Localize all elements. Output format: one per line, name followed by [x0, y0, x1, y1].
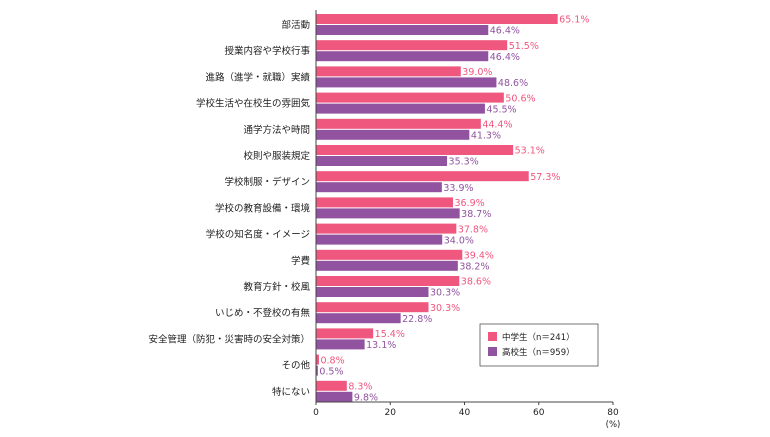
- x-tick-label: 40: [459, 408, 471, 418]
- category-label: 学校の知名度・イメージ: [206, 229, 310, 241]
- bar-junior-high: [316, 354, 319, 365]
- category-label: 学校制服・デザイン: [224, 176, 310, 188]
- bar-high-school: [316, 287, 429, 297]
- bar-high-school: [316, 182, 442, 193]
- data-label: 8.3%: [348, 382, 372, 393]
- bar-high-school: [316, 339, 365, 350]
- category-label: 特にない: [272, 386, 310, 398]
- data-label: 15.4%: [375, 329, 405, 340]
- legend-swatch: [488, 347, 497, 356]
- bar-high-school: [316, 156, 448, 166]
- data-label: 33.9%: [443, 183, 473, 194]
- data-label: 50.6%: [505, 93, 535, 104]
- x-tick-label: 80: [607, 408, 619, 418]
- data-label: 48.6%: [498, 78, 528, 89]
- data-label: 46.4%: [490, 26, 520, 37]
- bar-junior-high: [316, 223, 457, 234]
- bar-high-school: [316, 51, 489, 62]
- bar-junior-high: [316, 92, 504, 103]
- bar-junior-high: [316, 14, 558, 24]
- data-label: 38.7%: [461, 209, 491, 220]
- bar-junior-high: [316, 249, 463, 260]
- data-label: 45.5%: [486, 104, 516, 115]
- bar-high-school: [316, 260, 458, 271]
- data-label: 30.3%: [430, 303, 460, 314]
- data-label: 38.6%: [461, 277, 491, 288]
- legend-label: 高校生（n＝959）: [502, 347, 575, 358]
- category-label: 学校生活や在校生の雰囲気: [196, 98, 311, 110]
- data-label: 51.5%: [509, 41, 539, 52]
- x-tick-label: 0: [313, 408, 319, 418]
- bar-high-school: [316, 365, 318, 376]
- data-label: 39.4%: [464, 251, 494, 262]
- data-label: 36.9%: [454, 198, 484, 209]
- category-label: 教育方針・校風: [243, 281, 310, 293]
- data-label: 44.4%: [482, 120, 512, 131]
- data-label: 41.3%: [471, 131, 501, 142]
- bar-high-school: [316, 208, 460, 219]
- bar-high-school: [316, 129, 470, 140]
- data-label: 22.8%: [402, 314, 432, 325]
- bar-junior-high: [316, 118, 481, 129]
- data-label: 38.2%: [459, 262, 489, 273]
- category-label: 学校の教育設備・環境: [215, 202, 311, 214]
- data-label: 30.3%: [430, 288, 460, 299]
- bar-junior-high: [316, 302, 429, 313]
- legend-label: 中学生（n＝241）: [502, 332, 575, 343]
- bar-high-school: [316, 77, 497, 88]
- category-label: 通学方法や時間: [243, 124, 310, 136]
- data-label: 46.4%: [490, 52, 520, 63]
- category-label: いじめ・不登校の有無: [215, 307, 311, 319]
- x-tick-label: 60: [533, 408, 545, 418]
- bar-junior-high: [316, 328, 374, 339]
- data-label: 34.0%: [444, 235, 474, 246]
- data-label: 57.3%: [530, 172, 560, 183]
- bar-high-school: [316, 25, 489, 35]
- x-unit-label: (%): [606, 420, 621, 430]
- legend-box: [479, 323, 599, 367]
- data-label: 39.0%: [462, 67, 492, 78]
- bar-high-school: [316, 391, 353, 402]
- data-label: 37.8%: [458, 224, 488, 235]
- category-label: 安全管理（防犯・災害時の安全対策）: [148, 333, 310, 345]
- data-label: 65.1%: [559, 15, 589, 26]
- data-label: 0.8%: [320, 355, 344, 366]
- category-label: 部活動: [281, 19, 310, 31]
- bar-high-school: [316, 103, 485, 114]
- bar-junior-high: [316, 66, 461, 77]
- bar-junior-high: [316, 380, 347, 391]
- category-label: 学費: [291, 255, 310, 267]
- legend-swatch: [488, 332, 497, 341]
- data-label: 0.5%: [319, 366, 343, 377]
- data-label: 53.1%: [515, 146, 545, 157]
- bar-junior-high: [316, 276, 460, 286]
- category-label: 校則や服装規定: [243, 150, 310, 162]
- x-tick-label: 20: [385, 408, 397, 418]
- category-label: その他: [281, 360, 310, 372]
- bar-high-school: [316, 313, 401, 324]
- bar-junior-high: [316, 145, 514, 155]
- data-label: 9.8%: [354, 393, 378, 404]
- bar-junior-high: [316, 197, 453, 208]
- bar-junior-high: [316, 171, 529, 182]
- category-label: 進路（進学・就職）実績: [205, 71, 310, 83]
- bar-junior-high: [316, 40, 508, 51]
- data-label: 13.1%: [366, 340, 396, 351]
- bar-high-school: [316, 234, 443, 245]
- category-label: 授業内容や学校行事: [224, 45, 310, 57]
- data-label: 35.3%: [449, 157, 479, 168]
